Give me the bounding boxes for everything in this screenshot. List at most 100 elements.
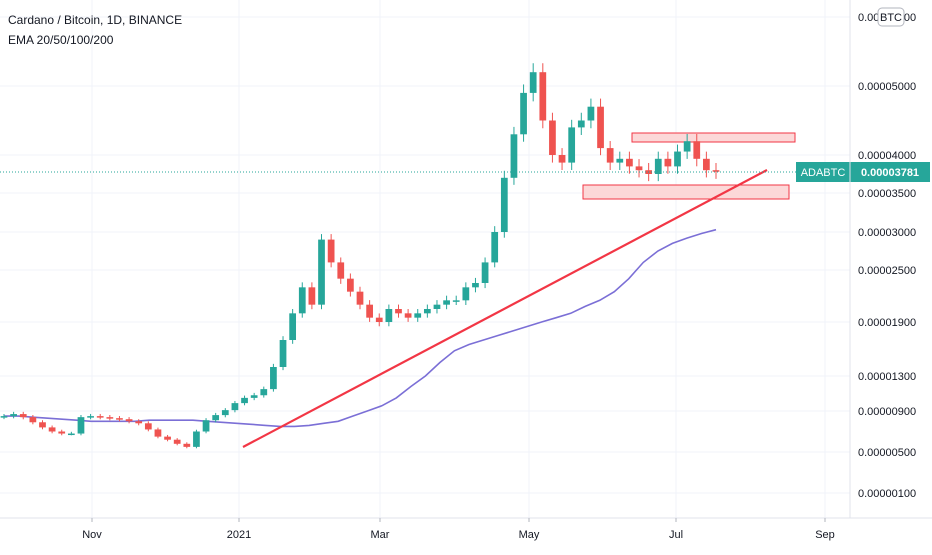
- candle-body: [577, 120, 585, 128]
- candle-body: [414, 313, 422, 318]
- candlestick-series: [0, 63, 720, 449]
- candle-body: [693, 141, 701, 159]
- candle-body: [298, 287, 306, 314]
- trendline[interactable]: [242, 169, 768, 448]
- candle-body: [77, 417, 85, 434]
- candle-body: [19, 414, 27, 418]
- candle-body: [558, 155, 566, 163]
- candle-body: [616, 158, 624, 163]
- candle-body: [231, 403, 239, 411]
- candle-body: [106, 417, 114, 419]
- candle-body: [96, 416, 104, 418]
- candle-body: [587, 106, 595, 121]
- last-price-value: 0.00003781: [861, 167, 919, 179]
- candle-body: [703, 158, 710, 171]
- candle-body: [443, 300, 450, 305]
- price-tick-label: 0.00000900: [858, 406, 916, 418]
- candle-body: [654, 158, 662, 174]
- candle-body: [144, 423, 152, 430]
- candle-body: [520, 92, 527, 135]
- candle-body: [606, 148, 614, 163]
- candle-body: [366, 304, 373, 318]
- candle-body: [481, 262, 489, 283]
- candle-body: [183, 443, 191, 447]
- candle-body: [549, 120, 556, 155]
- candle-body: [0, 416, 8, 418]
- currency-badge[interactable]: [877, 7, 905, 27]
- ema-line: [4, 228, 717, 428]
- price-tick-label: 0.00003000: [858, 227, 916, 239]
- candle-body: [385, 309, 393, 322]
- price-tick-label: 0.00001900: [858, 317, 916, 329]
- candle-body: [260, 389, 268, 396]
- candle-body: [568, 127, 576, 163]
- candle-body: [279, 340, 287, 367]
- candle-body: [212, 415, 220, 421]
- candle-body: [664, 158, 672, 167]
- candle-body: [164, 436, 171, 440]
- candle-body: [270, 367, 277, 390]
- candle-body: [510, 134, 518, 178]
- price-tick-label: 0.00002500: [858, 265, 916, 277]
- price-tick-label: 0.00000100: [858, 488, 916, 500]
- candle-body: [221, 410, 229, 416]
- candle-body: [116, 418, 123, 420]
- candle-body: [318, 239, 325, 305]
- candle-body: [154, 429, 162, 437]
- candle-body: [202, 420, 210, 432]
- candle-body: [395, 309, 402, 314]
- time-tick-label: Mar: [371, 529, 390, 541]
- candle-body: [87, 416, 94, 418]
- symbol-tag: [796, 162, 850, 182]
- indicator-legend: EMA 20/50/100/200: [8, 33, 114, 47]
- candle-body: [337, 262, 345, 279]
- candle-body: [529, 72, 537, 93]
- time-tick-label: Jul: [669, 529, 683, 541]
- candle-body: [626, 158, 633, 167]
- candle-body: [289, 313, 297, 340]
- candle-body: [462, 287, 470, 301]
- time-axis-ticks: Nov 2021 Mar May Jul Sep: [82, 518, 835, 541]
- support-zone[interactable]: [582, 184, 790, 200]
- candle-body: [241, 397, 248, 404]
- candle-body: [173, 439, 181, 444]
- candle-body: [39, 422, 46, 428]
- resistance-zone[interactable]: [631, 132, 796, 143]
- last-price-tag: [850, 162, 930, 182]
- candle-body: [135, 421, 143, 424]
- candle-body: [67, 433, 75, 436]
- candle-body: [404, 313, 412, 318]
- candle-body: [356, 291, 364, 305]
- currency-badge-label: BTC: [880, 12, 902, 24]
- candle-body: [491, 232, 499, 263]
- candle-body: [674, 151, 681, 167]
- price-tick-label: 0.00005000: [858, 81, 916, 93]
- candle-body: [58, 431, 66, 434]
- price-tick-label: 0.00000500: [858, 447, 916, 459]
- candle-body: [347, 278, 354, 292]
- candle-body: [250, 395, 258, 398]
- price-tick-label: 0.00003500: [858, 188, 916, 200]
- candle-body: [125, 419, 133, 422]
- candle-body: [423, 309, 431, 314]
- candle-body: [10, 414, 17, 417]
- candle-body: [683, 141, 691, 152]
- candle-body: [539, 72, 547, 121]
- time-tick-label: 2021: [227, 529, 251, 541]
- price-tick-label: 0.00004000: [858, 150, 916, 162]
- price-axis[interactable]: [850, 0, 932, 518]
- candle-body: [472, 283, 479, 288]
- candle-body: [712, 170, 720, 172]
- symbol-tag-label: ADABTC: [801, 167, 846, 179]
- candle-body: [597, 106, 604, 149]
- candle-body: [452, 300, 460, 302]
- price-tick-label: 0.00001300: [858, 371, 916, 383]
- candle-body: [48, 427, 56, 432]
- time-tick-label: Sep: [815, 529, 835, 541]
- time-tick-label: Nov: [82, 529, 102, 541]
- time-tick-label: May: [519, 529, 540, 541]
- candle-body: [29, 417, 37, 423]
